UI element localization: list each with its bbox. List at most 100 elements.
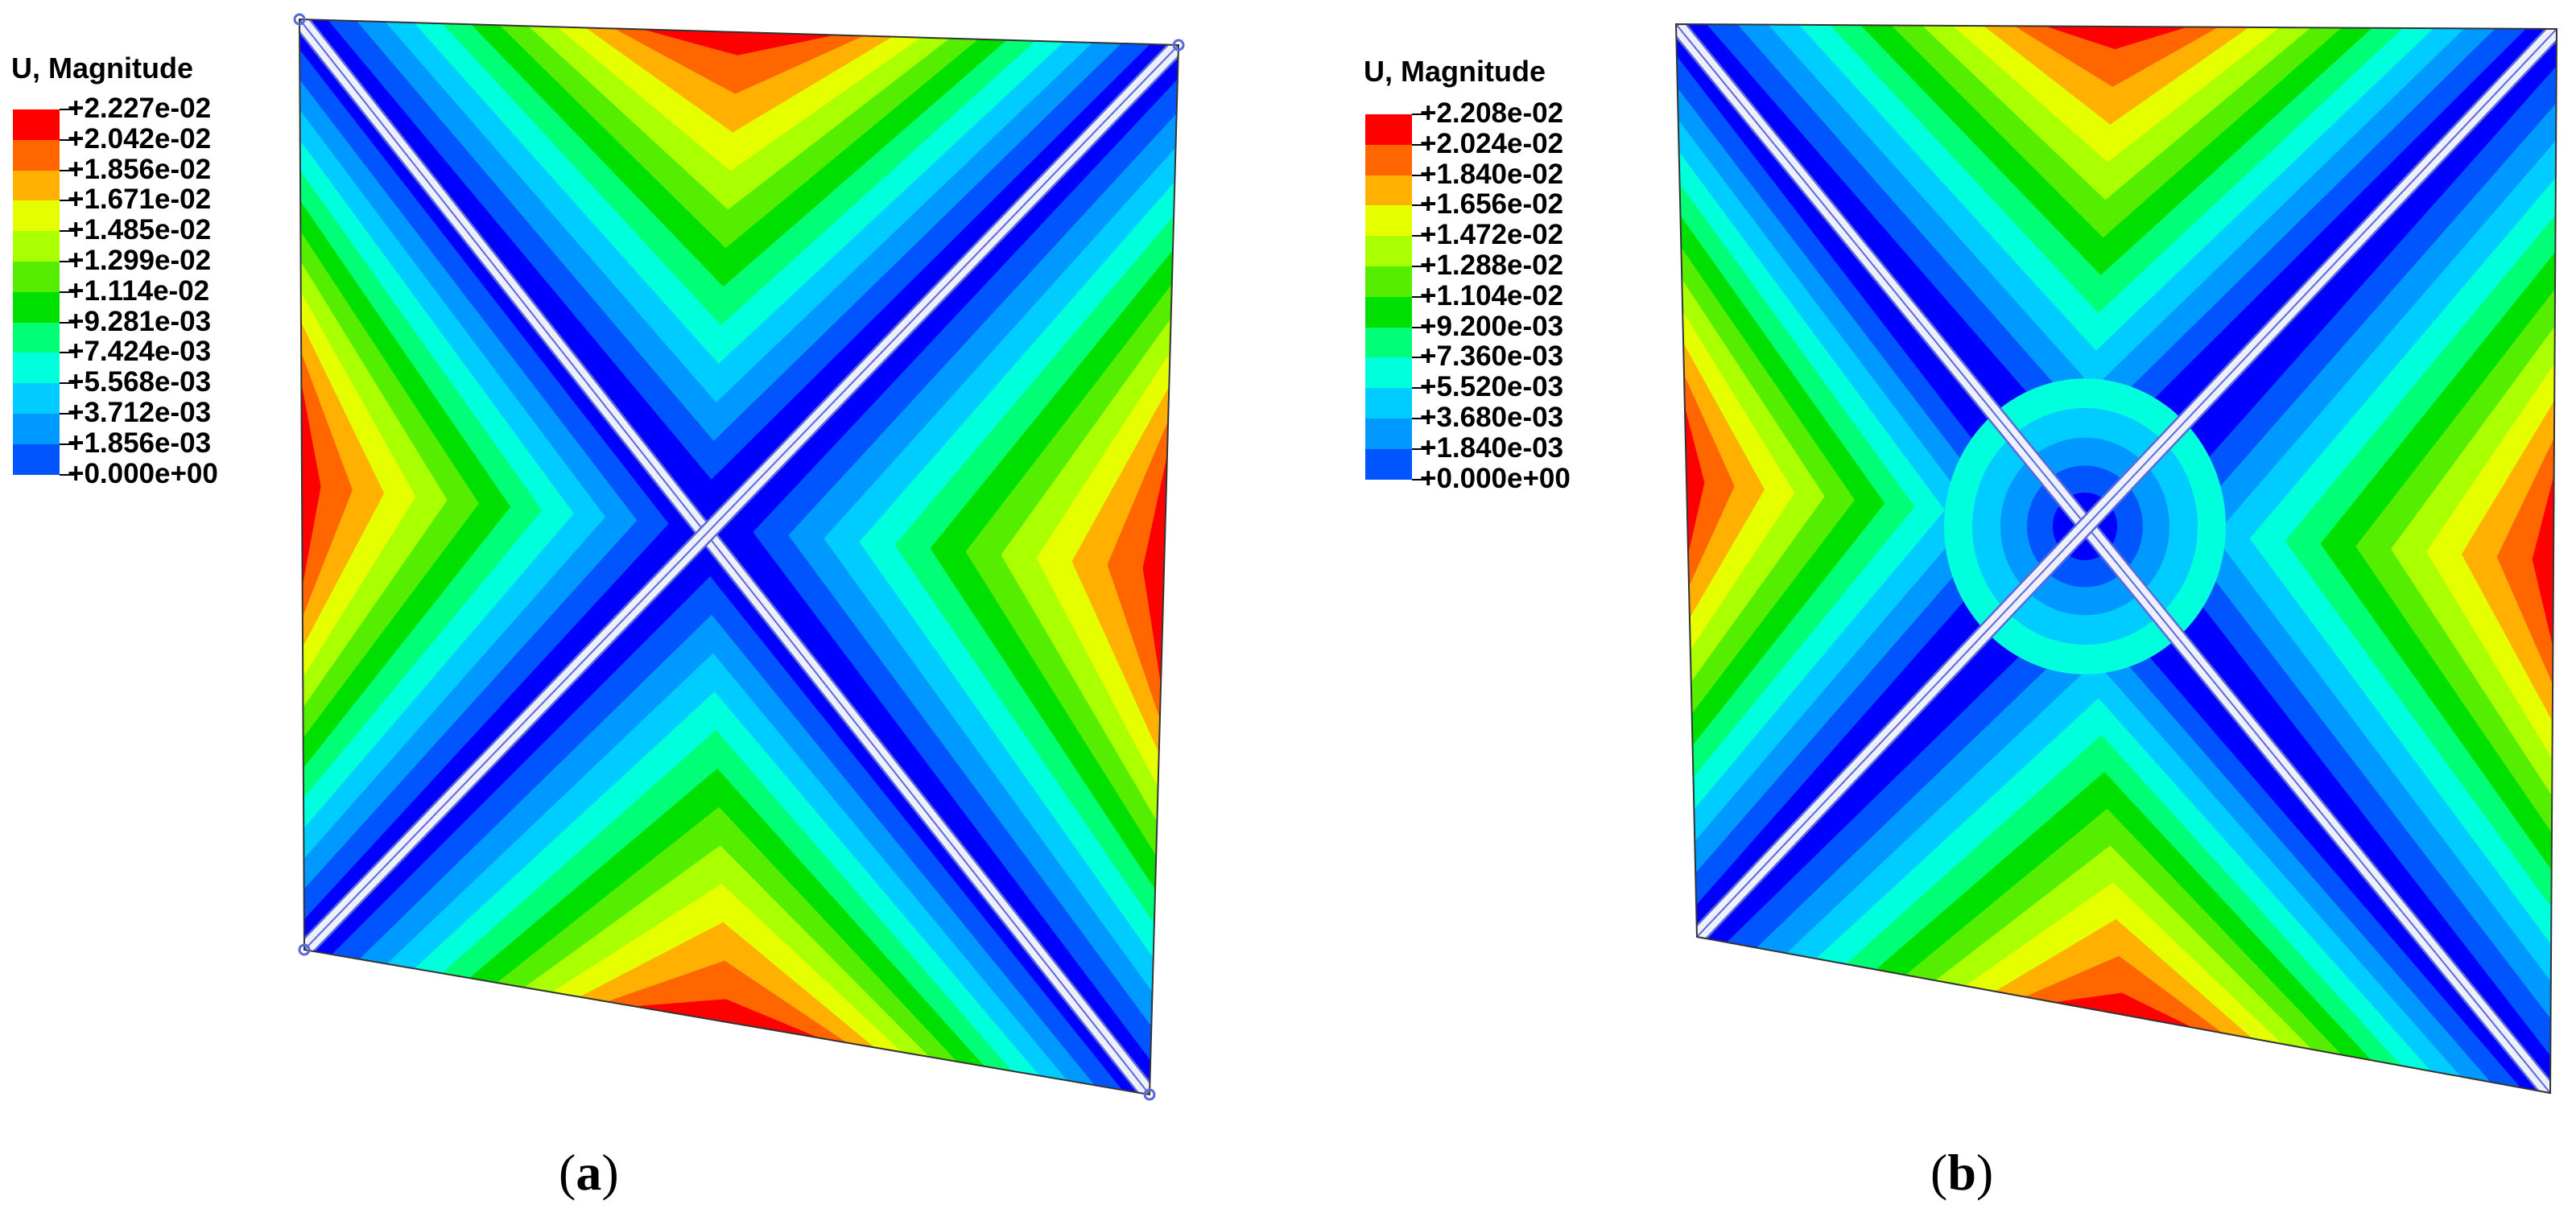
legend-value-label: +1.840e-02 (1420, 158, 1564, 190)
contour-band (2532, 474, 2554, 648)
legend-swatch (13, 353, 60, 384)
legend-tick (1412, 418, 1430, 419)
legend-tick (60, 200, 77, 202)
legend-tick (60, 473, 77, 476)
legend-value-label: +3.712e-03 (68, 397, 212, 428)
diagonal-seam-centerline (1676, 24, 2557, 1093)
legend-swatch (13, 109, 60, 140)
legend-swatch (13, 231, 60, 262)
legend-value-label: +1.840e-03 (1420, 431, 1564, 464)
contour-band (634, 999, 819, 1038)
legend-swatch (1365, 114, 1412, 145)
corner-support-marker (298, 943, 311, 956)
legend-swatch (1365, 357, 1412, 389)
legend-tick (1412, 478, 1430, 481)
panel-a: U, Magnitude +2.227e-02 +2.042e-02 +1.856e… (11, 13, 1185, 1201)
legend-tick (60, 230, 77, 233)
legend-value-label: +5.520e-03 (1420, 371, 1564, 403)
legend-swatch (1365, 175, 1412, 206)
legend-swatch (13, 200, 60, 232)
legend-value-label: +3.680e-03 (1420, 402, 1564, 433)
legend-value-label: +2.208e-02 (1420, 97, 1564, 129)
panel-b: U, Magnitude +2.208e-02 +2.024e-02 +1.840e… (1288, 0, 2576, 1225)
legend-tick (1412, 266, 1430, 267)
legend-value-label: +1.856e-03 (68, 427, 212, 459)
caption-b: (b) (1930, 1144, 1994, 1201)
legend-tick (60, 291, 77, 293)
contour-band (2054, 992, 2193, 1028)
legend-swatch (1365, 296, 1412, 328)
legend-tick (1412, 174, 1430, 176)
legend-swatch (13, 262, 60, 292)
legend-value-label: +7.360e-03 (1420, 340, 1564, 373)
contour-plot-a (293, 13, 1185, 1101)
legend-swatch (13, 139, 60, 171)
legend-swatch (13, 414, 60, 444)
diagonal-seam-centerline (1678, 24, 2557, 956)
diagonal-seam-centerline (299, 26, 1179, 969)
legend-swatch (1365, 236, 1412, 266)
legend-tick (1412, 113, 1430, 115)
legend-tick (1412, 326, 1430, 328)
legend-swatch (1365, 448, 1412, 480)
corner-support-marker (1172, 39, 1185, 52)
contour-plot-b (1674, 23, 2558, 1095)
legend-tick (60, 261, 77, 262)
legend-tick (60, 352, 77, 354)
legend-swatch (1365, 388, 1412, 419)
contour-band (2045, 26, 2188, 50)
contour-band (1107, 420, 1169, 720)
legend-swatch (1365, 266, 1412, 297)
legend-tick (1412, 235, 1430, 237)
legend-swatch (13, 170, 60, 201)
contour-band (301, 352, 353, 617)
legend-value-label: +1.671e-02 (68, 184, 212, 216)
legend-tick (1412, 295, 1430, 298)
legend-tick (60, 138, 77, 141)
legend-value-label: +1.472e-02 (1420, 219, 1564, 251)
legend-tick (60, 382, 77, 385)
legend-value-label: +1.288e-02 (1420, 250, 1564, 281)
legend-tick (1412, 357, 1430, 359)
contour-band (1683, 374, 1735, 587)
contour-band (1142, 455, 1167, 685)
plate-outline (1674, 23, 2558, 1095)
legend-title-b: U, Magnitude (1364, 55, 1546, 88)
legend-tick (1412, 143, 1430, 146)
legend-value-label: +5.568e-03 (68, 366, 212, 398)
diagonal-seam-centerline (299, 19, 1167, 1095)
legend-value-label: +9.281e-03 (68, 305, 212, 337)
legend-value-label: +1.656e-02 (1420, 188, 1564, 221)
legend-value-label: +2.227e-02 (68, 93, 212, 124)
corner-support-marker (1143, 1088, 1156, 1101)
legend-value-label: +0.000e+00 (1420, 462, 1571, 494)
contour-band (642, 29, 836, 56)
legend-tick (60, 413, 77, 415)
legend-swatch (1365, 205, 1412, 237)
legend-value-label: +2.024e-02 (1420, 127, 1564, 159)
legend-swatch (1365, 144, 1412, 175)
legend-value-label: +1.104e-02 (1420, 279, 1564, 311)
contour-band (301, 382, 321, 587)
legend-value-label: +0.000e+00 (68, 457, 218, 489)
legend-swatch (13, 291, 60, 323)
contour-band (2496, 437, 2554, 685)
contour-band (613, 28, 865, 94)
legend-swatch (13, 443, 60, 475)
legend-value-label: +1.485e-02 (68, 214, 212, 246)
legend-swatch (1365, 419, 1412, 449)
plate-outline (298, 18, 1180, 1096)
legend-swatch (13, 322, 60, 353)
contour-band (1684, 406, 1705, 555)
legend-tick (60, 443, 77, 445)
legend-value-label: +1.856e-02 (68, 153, 212, 185)
legend-tick (1412, 448, 1430, 450)
caption-a: (a) (559, 1144, 619, 1201)
legend-tick (60, 169, 77, 171)
legend-swatch (13, 383, 60, 414)
legend-value-label: +7.424e-03 (68, 336, 212, 368)
legend-tick (60, 321, 77, 324)
legend-swatch (1365, 327, 1412, 358)
legend-tick (1412, 387, 1430, 390)
legend-title-a: U, Magnitude (11, 52, 193, 85)
